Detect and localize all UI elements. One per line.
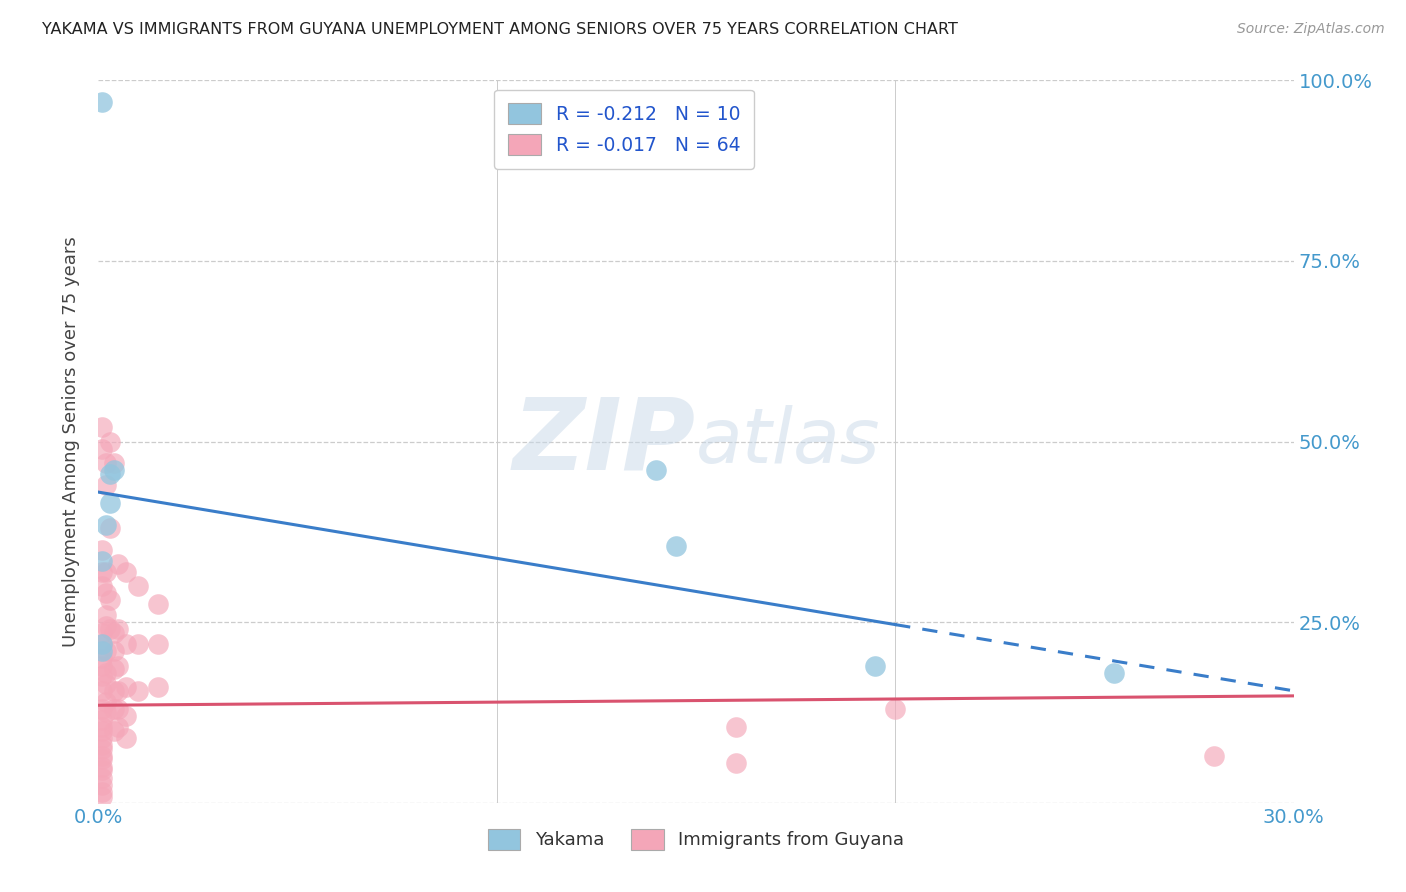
- Point: [884, 702, 907, 716]
- Point: [98, 467, 122, 481]
- Point: [103, 463, 125, 477]
- Point: [91, 760, 114, 774]
- Point: [91, 778, 114, 792]
- Point: [107, 683, 129, 698]
- Point: [91, 420, 114, 434]
- Point: [98, 593, 122, 607]
- Point: [91, 644, 114, 658]
- Point: [103, 683, 125, 698]
- Point: [96, 517, 118, 532]
- Point: [91, 785, 114, 799]
- Point: [103, 702, 125, 716]
- Point: [91, 748, 114, 763]
- Point: [96, 665, 118, 680]
- Point: [91, 542, 114, 557]
- Point: [91, 626, 114, 640]
- Point: [127, 683, 149, 698]
- Point: [107, 623, 129, 637]
- Point: [98, 521, 122, 535]
- Point: [91, 731, 114, 745]
- Point: [91, 720, 114, 734]
- Text: ZIP: ZIP: [513, 393, 696, 490]
- Point: [103, 626, 125, 640]
- Point: [107, 558, 129, 572]
- Point: [96, 695, 118, 709]
- Point: [96, 607, 118, 622]
- Point: [115, 731, 138, 745]
- Point: [96, 586, 118, 600]
- Point: [96, 456, 118, 470]
- Point: [107, 658, 129, 673]
- Point: [91, 669, 114, 683]
- Point: [127, 579, 149, 593]
- Legend: Yakama, Immigrants from Guyana: Yakama, Immigrants from Guyana: [479, 820, 912, 859]
- Point: [91, 651, 114, 665]
- Point: [91, 554, 114, 568]
- Point: [148, 637, 170, 651]
- Point: [91, 741, 114, 756]
- Point: [98, 496, 122, 510]
- Point: [98, 434, 122, 449]
- Point: [96, 706, 118, 720]
- Point: [115, 565, 138, 579]
- Point: [91, 683, 114, 698]
- Point: [91, 579, 114, 593]
- Point: [91, 738, 114, 752]
- Point: [724, 720, 747, 734]
- Point: [115, 709, 138, 723]
- Text: Source: ZipAtlas.com: Source: ZipAtlas.com: [1237, 22, 1385, 37]
- Point: [1202, 748, 1225, 763]
- Point: [96, 644, 118, 658]
- Point: [96, 619, 118, 633]
- Point: [1104, 665, 1126, 680]
- Point: [91, 658, 114, 673]
- Point: [91, 713, 114, 727]
- Point: [103, 644, 125, 658]
- Point: [91, 565, 114, 579]
- Point: [91, 702, 114, 716]
- Point: [148, 597, 170, 611]
- Point: [96, 565, 118, 579]
- Point: [91, 95, 114, 109]
- Text: atlas: atlas: [696, 405, 880, 478]
- Point: [107, 702, 129, 716]
- Point: [91, 790, 114, 805]
- Point: [96, 676, 118, 690]
- Y-axis label: Unemployment Among Seniors over 75 years: Unemployment Among Seniors over 75 years: [62, 236, 80, 647]
- Point: [91, 752, 114, 766]
- Point: [115, 680, 138, 694]
- Point: [103, 662, 125, 676]
- Point: [148, 680, 170, 694]
- Point: [103, 456, 125, 470]
- Point: [91, 764, 114, 778]
- Point: [98, 623, 122, 637]
- Point: [115, 637, 138, 651]
- Point: [91, 723, 114, 738]
- Point: [724, 756, 747, 770]
- Point: [91, 637, 114, 651]
- Point: [107, 720, 129, 734]
- Point: [103, 723, 125, 738]
- Point: [91, 771, 114, 785]
- Point: [96, 478, 118, 492]
- Point: [91, 442, 114, 456]
- Text: YAKAMA VS IMMIGRANTS FROM GUYANA UNEMPLOYMENT AMONG SENIORS OVER 75 YEARS CORREL: YAKAMA VS IMMIGRANTS FROM GUYANA UNEMPLO…: [42, 22, 957, 37]
- Point: [665, 539, 688, 553]
- Point: [865, 658, 887, 673]
- Point: [645, 463, 668, 477]
- Point: [91, 637, 114, 651]
- Point: [127, 637, 149, 651]
